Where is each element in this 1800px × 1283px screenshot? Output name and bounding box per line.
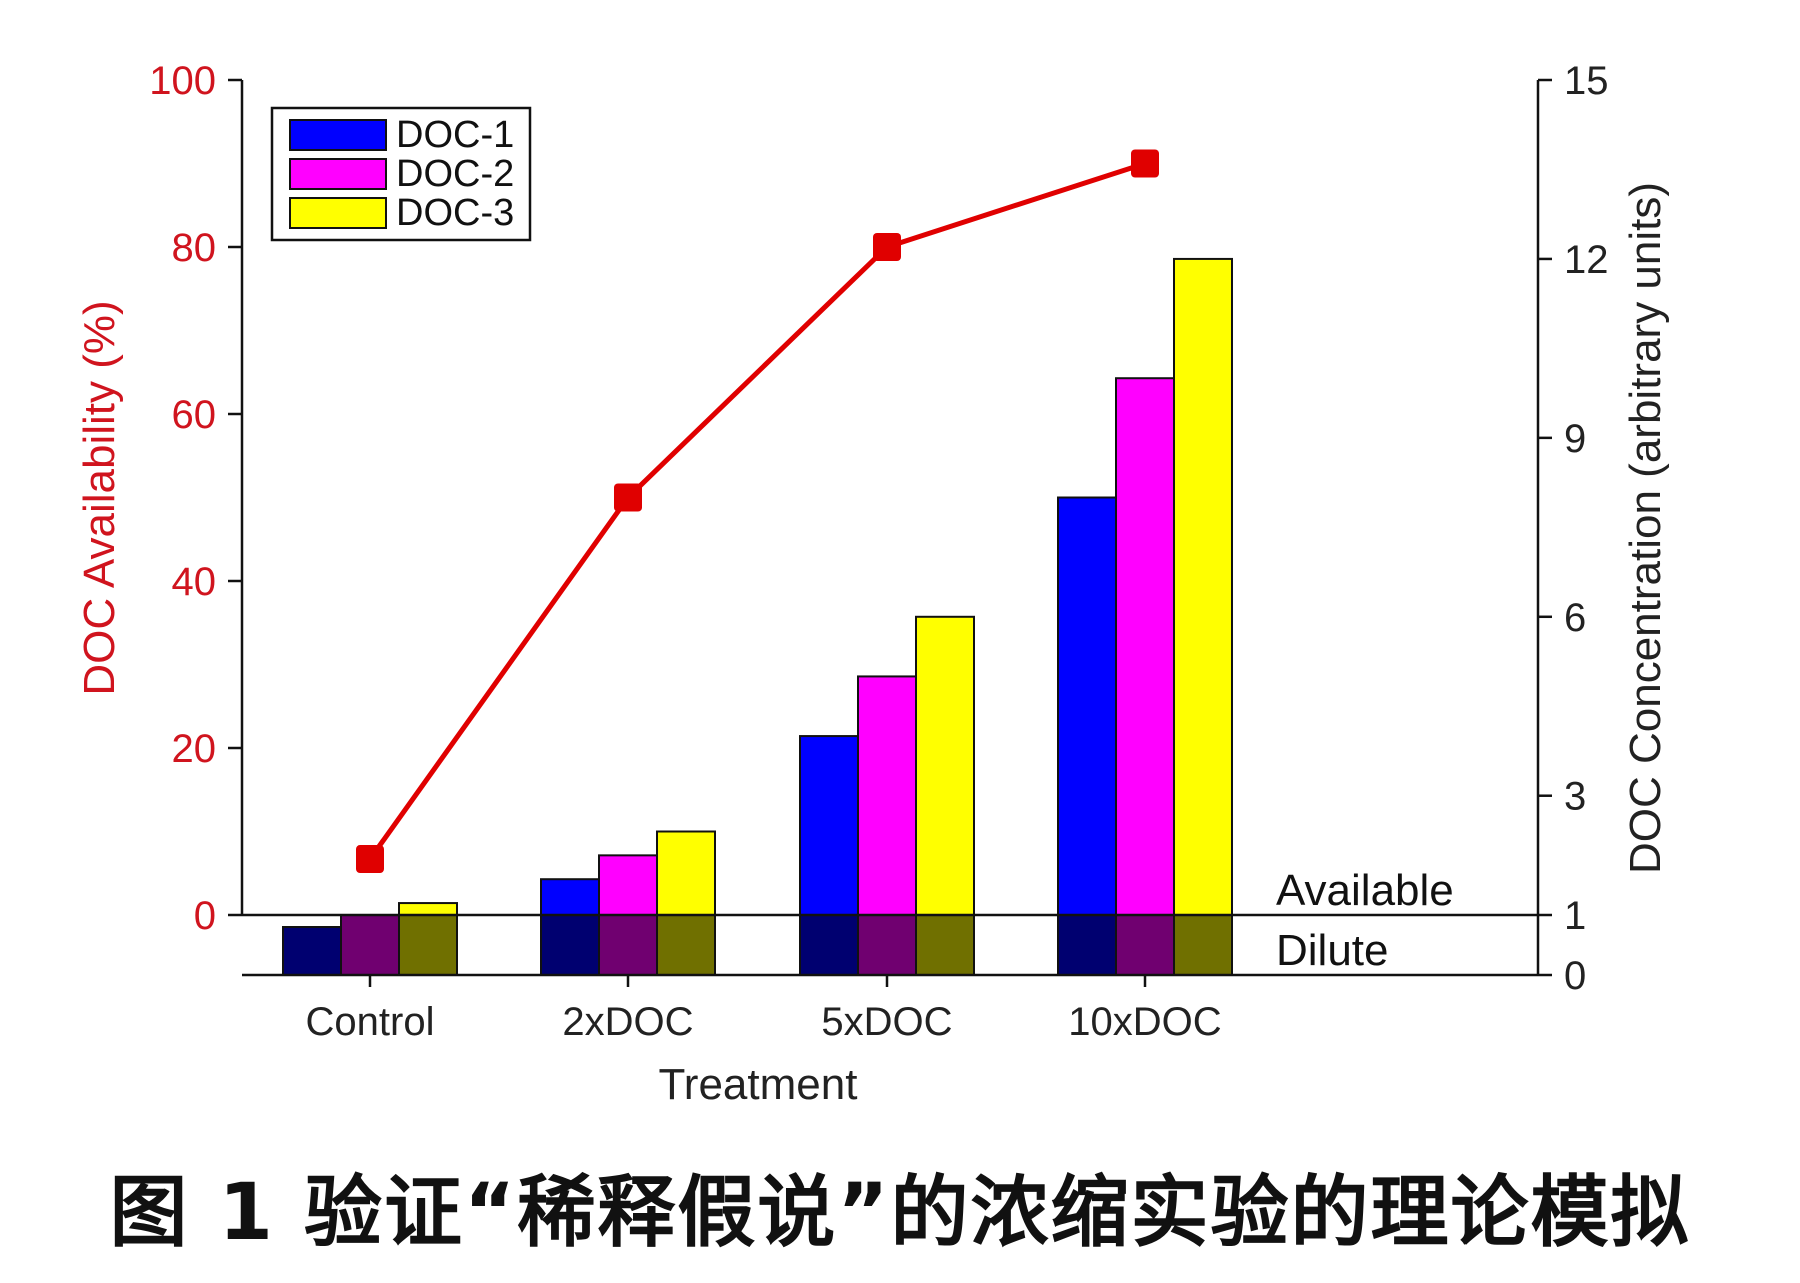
bar-doc-2-10xdoc <box>1115 377 1175 916</box>
right-tick-label-9: 9 <box>1564 417 1586 461</box>
bar-dilute-doc-1-control <box>282 926 342 976</box>
available-label: Available <box>1276 866 1454 915</box>
availability-marker-2xdoc <box>614 483 642 512</box>
bar-dilute-doc-2-control <box>340 914 400 976</box>
left-tick-label-80: 80 <box>172 226 217 270</box>
bar-doc-2-2xdoc <box>598 854 658 916</box>
x-tick-label-control: Control <box>306 1000 435 1044</box>
dilute-bars <box>282 914 1233 976</box>
legend-swatch-doc-2 <box>289 158 387 190</box>
x-axis: Control 2xDOC 5xDOC 10xDOC <box>242 973 1538 1044</box>
dilute-label: Dilute <box>1276 926 1389 975</box>
bar-dilute-doc-1-2xdoc <box>540 914 600 976</box>
bar-dilute-doc-3-2xdoc <box>656 914 716 976</box>
availability-marker-5xdoc <box>873 233 901 261</box>
availability-line <box>367 161 1146 861</box>
bar-doc-1-2xdoc <box>540 878 600 917</box>
left-y-axis-title: DOC Availability (%) <box>75 300 124 695</box>
bar-dilute-doc-2-2xdoc <box>598 914 658 976</box>
bar-doc-3-control <box>398 902 458 916</box>
figure-caption: 图 1 验证“稀释假说”的浓缩实验的理论模拟 <box>109 1168 1691 1258</box>
available-bars <box>398 257 1233 917</box>
legend-swatch-doc-1 <box>289 119 387 151</box>
right-tick-label-1: 1 <box>1564 894 1586 938</box>
right-tick-label-3: 3 <box>1564 775 1586 819</box>
chart: Available Dilute Control 2xDOC 5xDOC 10xDOC… <box>75 59 1670 1109</box>
availability-line-series <box>356 149 1159 874</box>
right-tick-label-6: 6 <box>1564 596 1586 640</box>
bar-doc-3-2xdoc <box>656 830 716 916</box>
availability-marker-control <box>356 845 384 874</box>
bar-dilute-doc-1-10xdoc <box>1057 914 1117 976</box>
bar-doc-2-5xdoc <box>857 675 917 917</box>
availability-marker-10xdoc <box>1131 149 1159 178</box>
bar-dilute-doc-1-5xdoc <box>799 914 859 976</box>
bar-dilute-doc-3-control <box>398 914 458 976</box>
legend-label-doc-2: DOC-2 <box>396 153 514 195</box>
x-tick-label-10xdoc: 10xDOC <box>1068 1000 1221 1044</box>
bar-doc-1-10xdoc <box>1057 496 1117 916</box>
bar-doc-3-5xdoc <box>915 615 975 916</box>
bar-dilute-doc-3-5xdoc <box>915 914 975 976</box>
bar-dilute-doc-2-5xdoc <box>857 914 917 976</box>
x-tick-label-5xdoc: 5xDOC <box>821 1000 952 1044</box>
right-y-axis-title: DOC Concentration (arbitrary units) <box>1621 182 1670 874</box>
left-tick-label-100: 100 <box>149 59 216 103</box>
right-y-axis: 0 1 3 6 9 12 15 <box>1536 59 1609 998</box>
left-tick-label-0: 0 <box>194 894 216 938</box>
x-tick-label-2xdoc: 2xDOC <box>562 1000 693 1044</box>
right-tick-label-0: 0 <box>1564 954 1586 998</box>
right-tick-label-12: 12 <box>1564 238 1609 282</box>
left-tick-label-40: 40 <box>172 560 217 604</box>
right-tick-label-15: 15 <box>1564 59 1609 103</box>
left-tick-label-20: 20 <box>172 727 217 771</box>
legend-label-doc-3: DOC-3 <box>396 192 514 234</box>
left-tick-label-60: 60 <box>172 393 217 437</box>
legend-swatch-doc-3 <box>289 197 387 229</box>
bar-dilute-doc-3-10xdoc <box>1173 914 1233 976</box>
bar-doc-3-10xdoc <box>1173 257 1233 916</box>
legend-label-doc-1: DOC-1 <box>396 114 514 156</box>
x-axis-title: Treatment <box>659 1060 858 1109</box>
left-y-axis: 0 20 40 60 80 100 <box>149 59 244 938</box>
bar-dilute-doc-2-10xdoc <box>1115 914 1175 976</box>
bar-doc-1-5xdoc <box>799 735 859 916</box>
